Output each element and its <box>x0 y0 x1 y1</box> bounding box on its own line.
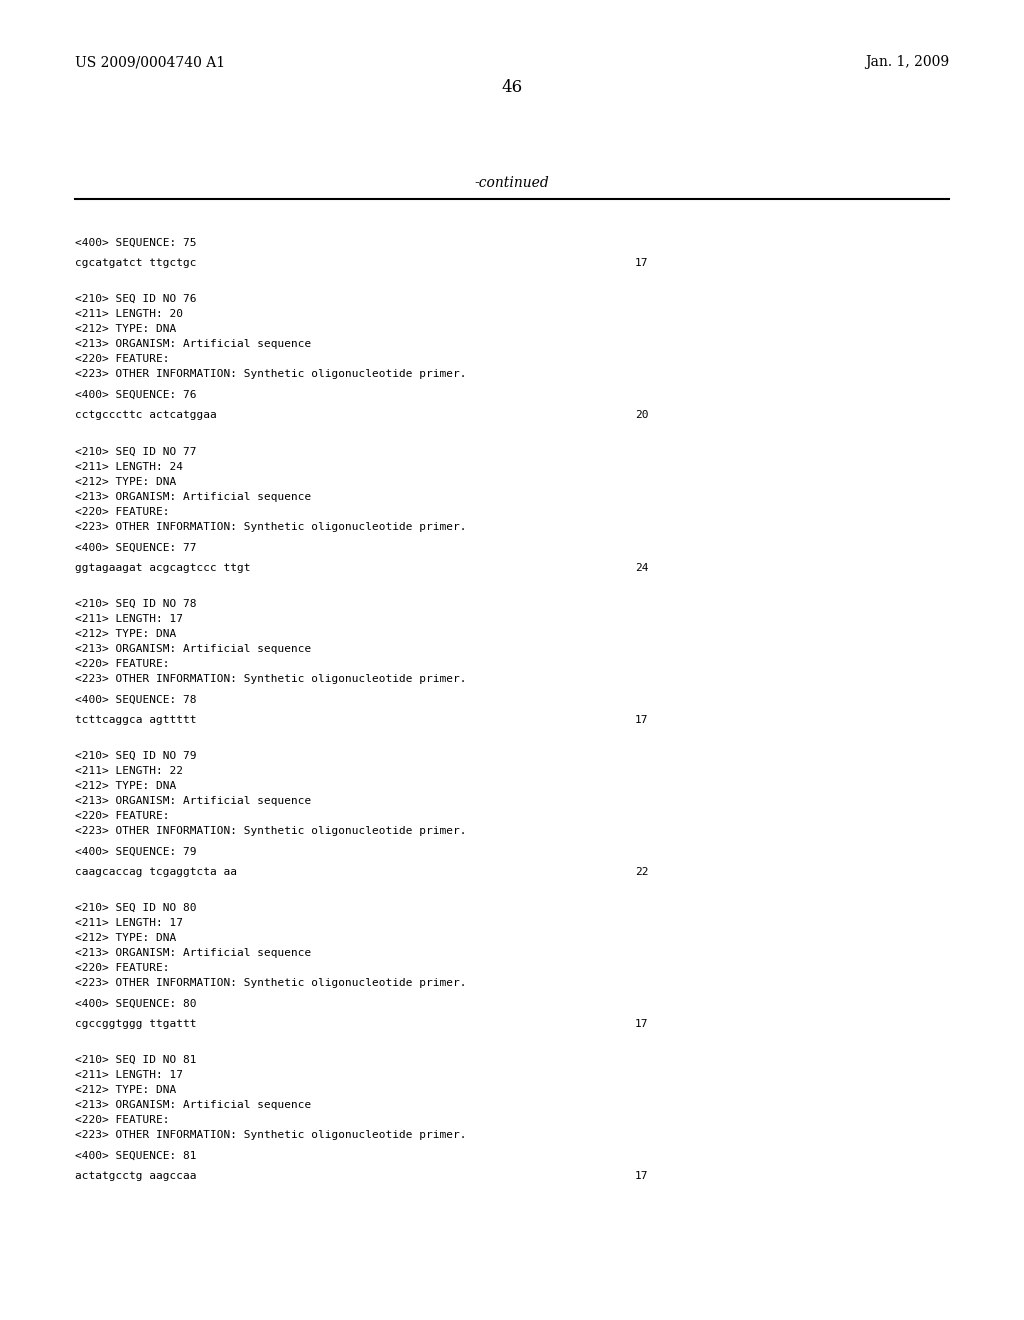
Text: <211> LENGTH: 24: <211> LENGTH: 24 <box>75 462 183 473</box>
Text: <220> FEATURE:: <220> FEATURE: <box>75 1115 170 1125</box>
Text: <223> OTHER INFORMATION: Synthetic oligonucleotide primer.: <223> OTHER INFORMATION: Synthetic oligo… <box>75 826 467 836</box>
Text: cctgcccttc actcatggaa: cctgcccttc actcatggaa <box>75 411 217 420</box>
Text: 17: 17 <box>635 1019 648 1030</box>
Text: <211> LENGTH: 22: <211> LENGTH: 22 <box>75 766 183 776</box>
Text: <400> SEQUENCE: 78: <400> SEQUENCE: 78 <box>75 696 197 705</box>
Text: 17: 17 <box>635 715 648 725</box>
Text: <400> SEQUENCE: 79: <400> SEQUENCE: 79 <box>75 847 197 857</box>
Text: <212> TYPE: DNA: <212> TYPE: DNA <box>75 477 176 487</box>
Text: 20: 20 <box>635 411 648 420</box>
Text: <220> FEATURE:: <220> FEATURE: <box>75 964 170 973</box>
Text: <223> OTHER INFORMATION: Synthetic oligonucleotide primer.: <223> OTHER INFORMATION: Synthetic oligo… <box>75 675 467 684</box>
Text: <211> LENGTH: 17: <211> LENGTH: 17 <box>75 614 183 624</box>
Text: <400> SEQUENCE: 76: <400> SEQUENCE: 76 <box>75 389 197 400</box>
Text: <400> SEQUENCE: 75: <400> SEQUENCE: 75 <box>75 238 197 248</box>
Text: <210> SEQ ID NO 78: <210> SEQ ID NO 78 <box>75 599 197 609</box>
Text: US 2009/0004740 A1: US 2009/0004740 A1 <box>75 55 225 69</box>
Text: <213> ORGANISM: Artificial sequence: <213> ORGANISM: Artificial sequence <box>75 492 311 502</box>
Text: 46: 46 <box>502 79 522 96</box>
Text: <400> SEQUENCE: 77: <400> SEQUENCE: 77 <box>75 543 197 553</box>
Text: tcttcaggca agttttt: tcttcaggca agttttt <box>75 715 197 725</box>
Text: <211> LENGTH: 20: <211> LENGTH: 20 <box>75 309 183 319</box>
Text: <210> SEQ ID NO 81: <210> SEQ ID NO 81 <box>75 1055 197 1065</box>
Text: <220> FEATURE:: <220> FEATURE: <box>75 810 170 821</box>
Text: cgccggtggg ttgattt: cgccggtggg ttgattt <box>75 1019 197 1030</box>
Text: <213> ORGANISM: Artificial sequence: <213> ORGANISM: Artificial sequence <box>75 796 311 807</box>
Text: <212> TYPE: DNA: <212> TYPE: DNA <box>75 1085 176 1096</box>
Text: <213> ORGANISM: Artificial sequence: <213> ORGANISM: Artificial sequence <box>75 1100 311 1110</box>
Text: <223> OTHER INFORMATION: Synthetic oligonucleotide primer.: <223> OTHER INFORMATION: Synthetic oligo… <box>75 521 467 532</box>
Text: 22: 22 <box>635 867 648 876</box>
Text: <220> FEATURE:: <220> FEATURE: <box>75 659 170 669</box>
Text: <223> OTHER INFORMATION: Synthetic oligonucleotide primer.: <223> OTHER INFORMATION: Synthetic oligo… <box>75 370 467 379</box>
Text: <400> SEQUENCE: 80: <400> SEQUENCE: 80 <box>75 999 197 1008</box>
Text: <212> TYPE: DNA: <212> TYPE: DNA <box>75 781 176 791</box>
Text: <213> ORGANISM: Artificial sequence: <213> ORGANISM: Artificial sequence <box>75 644 311 653</box>
Text: 17: 17 <box>635 1171 648 1181</box>
Text: 24: 24 <box>635 564 648 573</box>
Text: <223> OTHER INFORMATION: Synthetic oligonucleotide primer.: <223> OTHER INFORMATION: Synthetic oligo… <box>75 978 467 987</box>
Text: ggtagaagat acgcagtccc ttgt: ggtagaagat acgcagtccc ttgt <box>75 564 251 573</box>
Text: <210> SEQ ID NO 77: <210> SEQ ID NO 77 <box>75 447 197 457</box>
Text: <212> TYPE: DNA: <212> TYPE: DNA <box>75 933 176 942</box>
Text: <220> FEATURE:: <220> FEATURE: <box>75 354 170 364</box>
Text: <212> TYPE: DNA: <212> TYPE: DNA <box>75 630 176 639</box>
Text: <220> FEATURE:: <220> FEATURE: <box>75 507 170 517</box>
Text: <210> SEQ ID NO 76: <210> SEQ ID NO 76 <box>75 294 197 304</box>
Text: <213> ORGANISM: Artificial sequence: <213> ORGANISM: Artificial sequence <box>75 339 311 348</box>
Text: -continued: -continued <box>475 176 549 190</box>
Text: 17: 17 <box>635 257 648 268</box>
Text: <400> SEQUENCE: 81: <400> SEQUENCE: 81 <box>75 1151 197 1162</box>
Text: <211> LENGTH: 17: <211> LENGTH: 17 <box>75 1071 183 1080</box>
Text: cgcatgatct ttgctgc: cgcatgatct ttgctgc <box>75 257 197 268</box>
Text: <210> SEQ ID NO 79: <210> SEQ ID NO 79 <box>75 751 197 762</box>
Text: actatgcctg aagccaa: actatgcctg aagccaa <box>75 1171 197 1181</box>
Text: Jan. 1, 2009: Jan. 1, 2009 <box>865 55 949 69</box>
Text: <211> LENGTH: 17: <211> LENGTH: 17 <box>75 917 183 928</box>
Text: <210> SEQ ID NO 80: <210> SEQ ID NO 80 <box>75 903 197 913</box>
Text: caagcaccag tcgaggtcta aa: caagcaccag tcgaggtcta aa <box>75 867 237 876</box>
Text: <213> ORGANISM: Artificial sequence: <213> ORGANISM: Artificial sequence <box>75 948 311 958</box>
Text: <212> TYPE: DNA: <212> TYPE: DNA <box>75 323 176 334</box>
Text: <223> OTHER INFORMATION: Synthetic oligonucleotide primer.: <223> OTHER INFORMATION: Synthetic oligo… <box>75 1130 467 1140</box>
